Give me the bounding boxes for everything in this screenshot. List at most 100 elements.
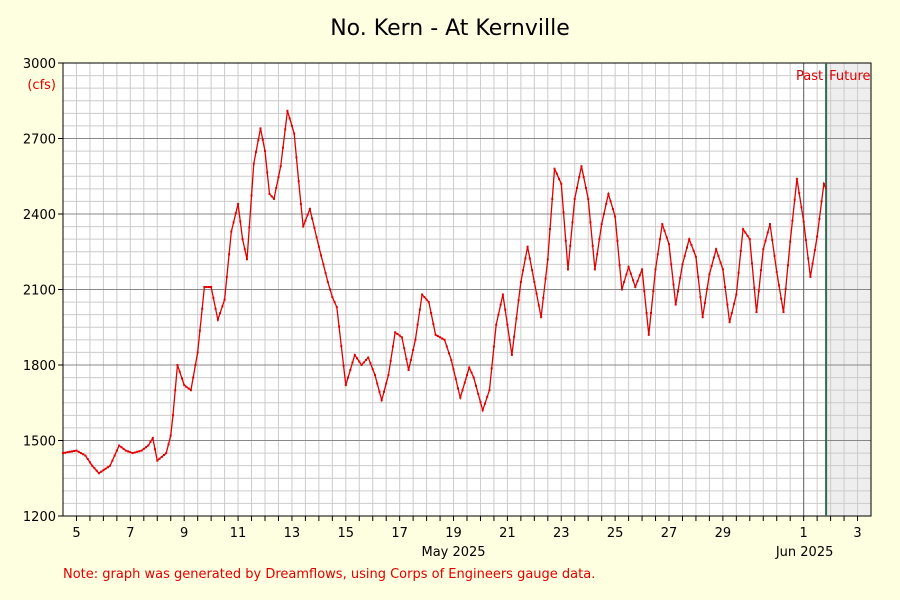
- data-point: [519, 280, 522, 283]
- data-point: [501, 293, 504, 296]
- data-point: [266, 171, 269, 174]
- data-point: [367, 356, 370, 359]
- data-point: [452, 368, 455, 371]
- data-point: [813, 249, 816, 252]
- data-point: [746, 234, 749, 237]
- data-point: [203, 286, 206, 288]
- data-point: [228, 253, 231, 256]
- data-point: [331, 296, 334, 299]
- data-point: [214, 307, 217, 310]
- data-point: [369, 362, 372, 365]
- data-point: [730, 312, 733, 314]
- data-point: [461, 389, 464, 392]
- data-point: [508, 338, 511, 341]
- data-point: [789, 240, 792, 243]
- data-point: [795, 177, 798, 180]
- data-point: [261, 138, 264, 141]
- data-point: [293, 132, 296, 135]
- data-point: [466, 374, 468, 377]
- data-point: [771, 239, 774, 241]
- data-point: [549, 228, 551, 231]
- data-point: [661, 223, 664, 226]
- data-point: [652, 290, 655, 293]
- data-point: [416, 323, 419, 326]
- data-point: [470, 371, 473, 374]
- data-point: [264, 150, 266, 153]
- data-point: [481, 409, 484, 412]
- data-point: [118, 444, 121, 447]
- data-point: [454, 377, 457, 380]
- data-point: [221, 305, 224, 308]
- data-point: [187, 387, 190, 390]
- data-point: [807, 257, 810, 260]
- data-point: [156, 459, 159, 462]
- data-point: [629, 272, 632, 275]
- data-point: [793, 198, 796, 201]
- flow-series: [62, 109, 827, 475]
- data-point: [668, 243, 670, 246]
- data-point: [492, 345, 495, 348]
- data-point: [109, 464, 112, 467]
- data-point: [506, 323, 509, 326]
- data-point: [120, 446, 123, 449]
- data-point: [674, 303, 677, 306]
- data-point: [423, 296, 426, 299]
- x-tick-label: 1: [800, 526, 808, 541]
- data-point: [257, 139, 260, 142]
- data-point: [430, 312, 433, 314]
- data-point: [625, 273, 628, 276]
- data-point: [692, 249, 695, 252]
- data-point: [766, 231, 769, 234]
- data-point: [223, 298, 226, 301]
- data-point: [717, 254, 720, 257]
- data-point: [378, 390, 381, 393]
- data-point: [528, 257, 531, 260]
- y-tick-label: 1800: [23, 359, 56, 374]
- data-point: [654, 268, 657, 271]
- data-point: [151, 437, 154, 439]
- data-point: [544, 277, 547, 280]
- data-point: [409, 359, 412, 361]
- data-point: [804, 239, 807, 241]
- data-point: [560, 182, 563, 185]
- data-point: [618, 264, 621, 267]
- data-point: [403, 347, 406, 350]
- data-point: [715, 248, 718, 251]
- data-point: [773, 254, 776, 257]
- data-point: [246, 258, 248, 261]
- data-point: [582, 176, 585, 179]
- data-point: [791, 219, 794, 222]
- data-point: [194, 364, 197, 366]
- data-point: [607, 192, 610, 195]
- data-point: [169, 434, 172, 437]
- data-point: [562, 211, 565, 214]
- y-tick-label: 2400: [23, 208, 56, 223]
- data-point: [71, 450, 73, 453]
- data-point: [576, 187, 578, 189]
- data-point: [365, 359, 367, 361]
- data-point: [91, 464, 94, 467]
- data-point: [313, 226, 316, 229]
- data-point: [504, 308, 507, 311]
- data-point: [279, 165, 282, 168]
- data-point: [641, 268, 644, 271]
- data-point: [800, 206, 803, 209]
- data-point: [306, 213, 309, 216]
- data-point: [205, 286, 208, 288]
- data-point: [248, 226, 251, 229]
- data-point: [160, 455, 163, 458]
- data-point: [111, 459, 114, 462]
- data-point: [596, 253, 599, 256]
- data-point: [495, 323, 498, 326]
- data-point: [701, 316, 704, 319]
- data-point: [757, 290, 760, 293]
- x-tick-label: 29: [715, 526, 732, 541]
- future-label: Future: [829, 69, 870, 84]
- data-point: [636, 280, 639, 283]
- data-point: [614, 215, 617, 218]
- data-point: [338, 325, 341, 328]
- data-point: [165, 452, 168, 455]
- x-tick-label: 21: [499, 526, 516, 541]
- data-point: [297, 180, 300, 183]
- x-tick-label: 5: [72, 526, 80, 541]
